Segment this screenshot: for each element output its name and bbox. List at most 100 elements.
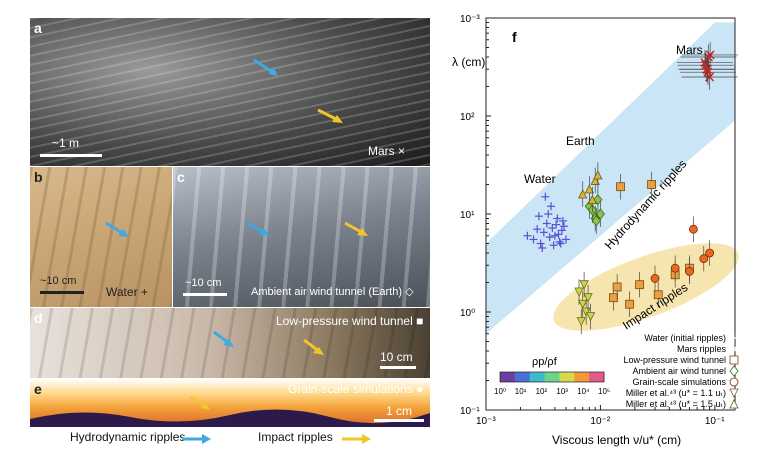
data-point — [590, 212, 600, 225]
legend-entry-label: Grain-scale simulations — [632, 377, 726, 387]
data-point — [542, 219, 551, 228]
data-point — [590, 175, 600, 185]
colorbar-swatch — [529, 372, 546, 382]
annotation-earth: Earth — [566, 134, 595, 148]
data-point — [593, 194, 603, 206]
data-point — [536, 239, 545, 248]
annotation-water: Water — [524, 172, 556, 186]
legend-entry-label: Mars ripples — [677, 344, 727, 354]
data-point-b — [705, 72, 715, 82]
panel-c-label: c — [177, 169, 185, 185]
chart-bands — [486, 22, 739, 334]
annotation-impact-ripples: Impact ripples — [620, 280, 690, 332]
panel-b-caption: Water + — [106, 285, 148, 299]
legend-entry-marker — [729, 377, 739, 387]
panel-a-arrows — [253, 58, 343, 123]
data-point — [612, 282, 622, 292]
data-point — [689, 224, 698, 234]
data-point — [584, 184, 594, 194]
x-axis-label: Viscous length ν/u* (cm) — [552, 433, 681, 447]
data-point — [583, 293, 593, 303]
panel-b-scale-text: ~10 cm — [40, 275, 77, 287]
data-point — [685, 263, 694, 273]
data-point — [545, 233, 554, 242]
data-point — [587, 194, 597, 205]
panel-e-simulation: e Grain-scale simulations ● 1 cm — [30, 379, 430, 427]
x-tick-label: 10⁻¹ — [705, 416, 725, 427]
panel-a-mars-photo: a ~1 m Mars × — [30, 18, 430, 166]
data-point — [635, 280, 645, 290]
colorbar: ρp/ρf 10⁰ 10¹ 10² 10³ 10⁴ 10⁵ — [494, 356, 610, 396]
colorbar-swatch — [574, 372, 590, 382]
data-point — [579, 280, 589, 290]
data-point — [539, 228, 548, 237]
data-point-b — [704, 52, 713, 62]
data-point — [704, 52, 713, 62]
data-point-a — [702, 64, 712, 74]
series-5 — [574, 271, 596, 335]
legend-entry-label: Miller et al.⁴³ (u* = 1.5 uₜ) — [626, 399, 726, 409]
legend-entry-marker — [729, 365, 739, 377]
data-point — [685, 266, 694, 276]
panel-e-scale-bar — [374, 419, 424, 422]
annotation-hydrodynamic-ripples: Hydrodynamic ripples — [602, 157, 690, 252]
colorbar-swatch — [559, 372, 575, 382]
panel-a-scale-bar — [40, 154, 102, 157]
series-1 — [676, 42, 739, 90]
data-point — [705, 72, 715, 82]
panel-c-wind-tunnel-photo: c ~10 cm Ambient air wind tunnel (Earth)… — [173, 167, 430, 307]
legend-entry-marker — [729, 344, 739, 354]
data-point-a — [700, 58, 710, 68]
data-point — [553, 214, 562, 223]
data-point — [653, 290, 663, 300]
data-point-b — [703, 67, 713, 77]
data-point — [561, 235, 570, 244]
panel-c-caption: Ambient air wind tunnel (Earth) ◇ — [251, 286, 414, 298]
data-point — [529, 235, 538, 244]
y-tick-label: 10² — [460, 112, 475, 123]
data-point — [705, 248, 715, 258]
impact-band — [553, 243, 739, 331]
data-point — [670, 263, 680, 273]
data-point — [703, 67, 713, 77]
data-point-b — [700, 58, 710, 68]
colorbar-swatch — [500, 372, 516, 382]
series-6 — [578, 162, 603, 213]
legend-entry-marker — [729, 388, 739, 398]
chart-marks — [523, 42, 739, 335]
data-point — [587, 204, 597, 216]
panel-b-label: b — [34, 169, 43, 185]
data-point — [585, 312, 596, 322]
panel-d-caption: Low-pressure wind tunnel ■ — [276, 314, 424, 328]
data-point-a — [701, 60, 711, 70]
series-2 — [609, 171, 694, 318]
legend-entry-label: Miller et al.⁴³ (u* = 1.1 uₜ) — [626, 388, 726, 398]
colorbar-tick-label: 10² — [536, 387, 548, 396]
panel-a-scale-text: ~1 m — [52, 136, 80, 150]
data-point — [625, 299, 635, 309]
data-point — [548, 223, 557, 232]
legend-entry-label: Low-pressure wind tunnel — [623, 355, 726, 365]
colorbar-tick-label: 10⁰ — [494, 387, 506, 396]
panel-b-water-photo: b ~10 cm Water + — [30, 167, 172, 307]
data-point — [593, 170, 603, 180]
y-axis-label: λ (cm) — [452, 55, 485, 69]
hydrodynamic-band — [486, 22, 735, 334]
legend-entry-marker — [729, 355, 739, 365]
panel-b-arrow — [105, 221, 129, 237]
data-point — [533, 225, 542, 234]
data-point — [699, 254, 709, 264]
data-point — [650, 274, 660, 283]
panel-e-bed — [30, 395, 430, 427]
colorbar-swatch — [544, 372, 560, 382]
y-tick-label: 10⁰ — [460, 308, 475, 319]
legend-impact-arrow — [342, 434, 371, 444]
x-tick-label: 10⁻² — [590, 416, 610, 427]
data-point — [558, 216, 567, 225]
series-4 — [650, 216, 715, 292]
panel-b-scale-bar — [40, 291, 84, 294]
data-point-b — [702, 64, 712, 74]
data-point — [616, 182, 625, 192]
panel-d-label: d — [34, 310, 43, 326]
x-tick-label: 10⁻³ — [476, 416, 496, 427]
